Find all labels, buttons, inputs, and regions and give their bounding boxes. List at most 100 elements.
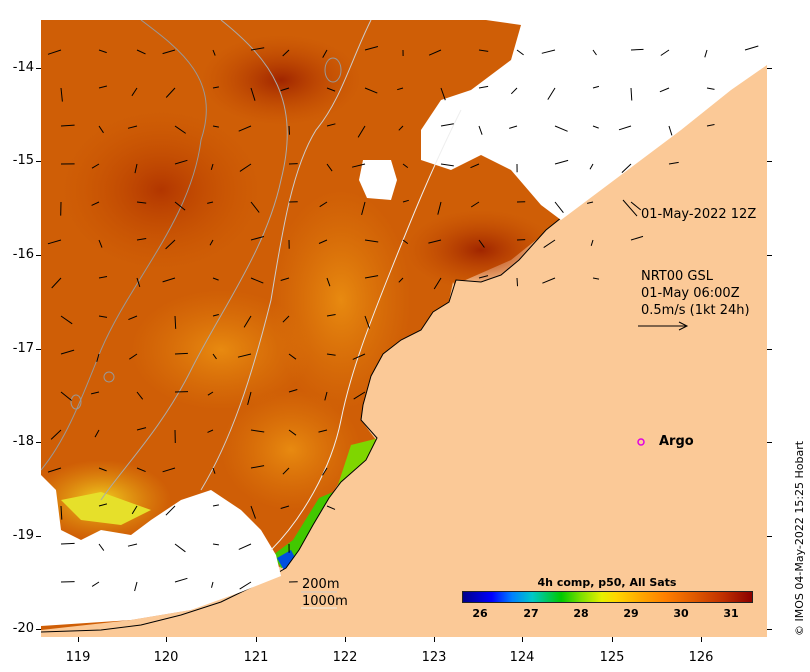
current-vector xyxy=(364,46,379,51)
current-vector xyxy=(543,239,556,249)
cloud-mask xyxy=(41,20,767,626)
lon-tick-mark xyxy=(434,637,435,642)
current-vector xyxy=(136,467,146,473)
current-vector xyxy=(353,391,366,400)
current-vector xyxy=(250,277,264,284)
current-vector xyxy=(60,349,75,355)
lat-tick-mark xyxy=(767,536,772,537)
current-vector xyxy=(60,124,75,127)
current-vector xyxy=(364,315,370,329)
current-vector xyxy=(212,504,219,507)
lon-tick-mark xyxy=(701,637,702,642)
current-vector xyxy=(174,543,186,553)
depth-200m-label: 200m xyxy=(302,577,340,592)
current-vector xyxy=(247,391,252,406)
current-vector xyxy=(554,159,569,165)
current-vector xyxy=(554,201,564,214)
lon-tick-mark xyxy=(522,637,523,642)
current-vector xyxy=(280,277,290,281)
current-vector xyxy=(618,125,632,131)
current-vector xyxy=(90,391,100,395)
current-vector xyxy=(131,505,138,515)
depth-islands xyxy=(70,57,342,410)
current-vector xyxy=(592,125,599,129)
lat-tick-mark xyxy=(36,349,41,350)
current-vector xyxy=(211,581,214,588)
current-vector xyxy=(282,315,290,323)
current-vector xyxy=(440,163,454,167)
current-vector xyxy=(326,505,336,510)
current-vector xyxy=(98,125,104,134)
lon-tick-label: 120 xyxy=(153,650,179,665)
current-vector xyxy=(402,239,409,245)
current-vector xyxy=(210,163,214,170)
current-vector xyxy=(212,277,219,281)
lon-tick-label: 126 xyxy=(688,650,714,665)
current-vector xyxy=(364,87,378,94)
current-vector xyxy=(352,353,366,360)
current-vector xyxy=(397,87,404,91)
current-vector xyxy=(98,467,107,472)
current-vector xyxy=(207,201,214,204)
current-vector xyxy=(237,353,252,358)
lat-tick-mark xyxy=(36,161,41,162)
lat-tick-mark xyxy=(36,536,41,537)
current-vector xyxy=(136,391,144,400)
lat-tick-mark xyxy=(767,442,772,443)
current-vector xyxy=(744,45,759,51)
lon-tick-mark xyxy=(256,637,257,642)
current-vector xyxy=(478,49,489,52)
current-vector xyxy=(478,85,489,89)
current-vector xyxy=(209,239,214,246)
lat-tick-mark xyxy=(36,68,41,69)
current-vector xyxy=(250,201,260,213)
current-vector xyxy=(280,87,290,92)
current-vector xyxy=(50,429,62,440)
peninsula xyxy=(446,282,499,402)
current-vector xyxy=(542,277,556,284)
current-vector xyxy=(250,429,265,433)
current-vector xyxy=(470,163,480,169)
current-vector xyxy=(250,505,256,519)
current-vector xyxy=(433,277,442,290)
current-vector xyxy=(212,353,217,360)
lat-tick-label: -17 xyxy=(12,341,34,356)
current-vector xyxy=(98,85,108,89)
current-vector xyxy=(478,125,483,135)
current-vector xyxy=(630,201,642,211)
current-vector xyxy=(91,201,100,206)
lon-tick-mark xyxy=(78,637,79,642)
timestamp-label: 01-May-2022 12Z xyxy=(641,207,757,222)
current-vector xyxy=(326,277,331,287)
current-vector xyxy=(136,238,147,241)
current-vector xyxy=(98,239,103,248)
current-vector xyxy=(319,201,328,208)
current-vector xyxy=(478,275,489,279)
current-vector xyxy=(60,505,63,520)
current-vector xyxy=(131,87,138,97)
current-vector xyxy=(668,125,673,136)
current-vector xyxy=(288,389,298,393)
current-vector xyxy=(364,275,379,279)
current-vector xyxy=(541,49,556,54)
current-vector xyxy=(239,581,252,590)
colorbar-tick-label: 30 xyxy=(673,607,689,620)
current-vector xyxy=(361,201,366,216)
current-vector xyxy=(630,48,644,51)
current-vector xyxy=(437,201,442,215)
current-vector xyxy=(592,49,597,56)
current-vector xyxy=(318,239,328,244)
lon-tick-label: 125 xyxy=(599,650,625,665)
current-vector xyxy=(98,49,107,54)
current-vector xyxy=(586,201,594,204)
current-vector xyxy=(212,467,216,474)
current-vector xyxy=(398,277,404,283)
current-vector xyxy=(47,49,62,55)
current-vector xyxy=(428,239,442,244)
current-vector xyxy=(282,467,290,475)
current-vector xyxy=(162,49,176,55)
current-vector xyxy=(212,543,219,546)
current-scale-arrow xyxy=(638,321,689,331)
current-vector xyxy=(706,87,715,90)
current-time-label: 01-May 06:00Z xyxy=(641,286,740,301)
